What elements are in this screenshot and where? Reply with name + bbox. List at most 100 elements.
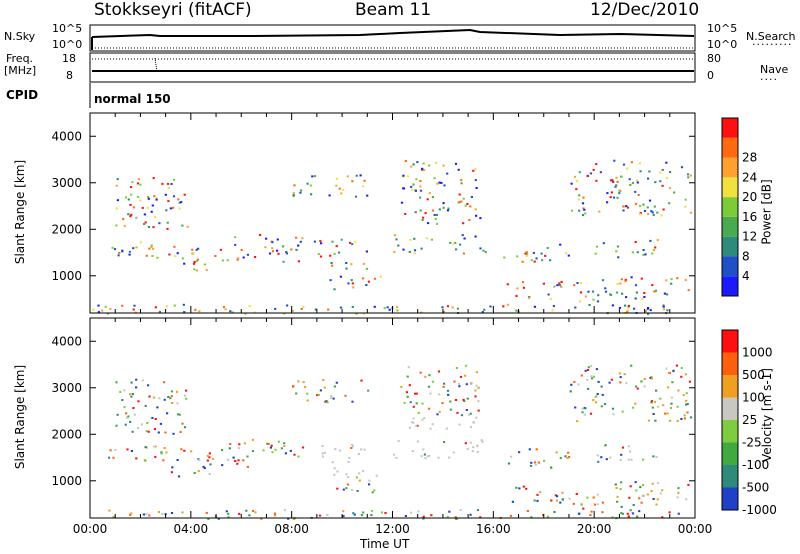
heatmap-cell: [675, 364, 678, 367]
heatmap-cell: [237, 257, 240, 260]
heatmap-cell: [238, 512, 241, 515]
heatmap-cell: [362, 511, 365, 514]
heatmap-cell: [447, 207, 450, 210]
nave-label: Nave: [760, 63, 789, 76]
heatmap-cell: [140, 423, 143, 426]
heatmap-cell: [144, 459, 147, 462]
heatmap-cell: [126, 448, 129, 451]
nsky-left-tick-top: 10^5: [52, 22, 83, 35]
heatmap-cell: [379, 275, 382, 278]
heatmap-cell: [117, 254, 120, 257]
heatmap-cell: [466, 203, 469, 205]
heatmap-cell: [597, 294, 600, 297]
heatmap-cell: [642, 249, 645, 251]
heatmap-cell: [685, 403, 688, 406]
heatmap-cell: [661, 184, 664, 187]
heatmap-cell: [511, 500, 514, 503]
heatmap-cell: [611, 516, 614, 519]
heatmap-cell: [456, 411, 459, 414]
heatmap-cell: [208, 473, 211, 475]
heatmap-cell: [115, 207, 118, 210]
heatmap-cell: [170, 183, 173, 185]
heatmap-cell: [435, 222, 439, 225]
heatmap-cell: [329, 254, 332, 257]
heatmap-cell: [509, 514, 512, 517]
heatmap-cell: [295, 236, 298, 239]
heatmap-cell: [166, 227, 169, 230]
heatmap-cell: [460, 414, 464, 417]
heatmap-cell: [248, 514, 251, 517]
heatmap-cell: [673, 191, 676, 194]
heatmap-cell: [355, 476, 358, 479]
heatmap-cell: [433, 214, 436, 216]
heatmap-cell: [556, 284, 559, 287]
heatmap-cell: [145, 430, 148, 433]
heatmap-cell: [605, 458, 608, 461]
heatmap-cell: [554, 494, 557, 497]
heatmap-cell: [420, 455, 423, 458]
heatmap-cell: [104, 305, 107, 308]
heatmap-cell: [481, 311, 484, 313]
heatmap-cell: [661, 168, 664, 171]
heatmap-cell: [543, 459, 546, 462]
heatmap-cell: [321, 445, 324, 447]
heatmap-cell: [475, 416, 478, 419]
colorbar-segment: [722, 236, 738, 257]
heatmap-cell: [455, 367, 458, 369]
nsearch-legend-line: ·········: [752, 38, 793, 51]
y-tick-label: 1000: [51, 269, 82, 283]
heatmap-cell: [615, 291, 619, 294]
heatmap-cell: [297, 244, 300, 247]
heatmap-cell: [577, 383, 580, 386]
heatmap-cell: [234, 243, 237, 246]
y-tick-label: 2000: [51, 427, 82, 441]
heatmap-cell: [456, 307, 459, 310]
heatmap-cell: [295, 392, 298, 395]
heatmap-cell: [171, 402, 174, 404]
heatmap-cell: [133, 413, 136, 416]
heatmap-cell: [622, 205, 625, 208]
heatmap-cell: [166, 412, 169, 415]
heatmap-cell: [474, 179, 477, 182]
heatmap-cell: [130, 395, 133, 398]
heatmap-cell: [135, 216, 138, 219]
heatmap-cell: [393, 453, 396, 456]
heatmap-cell: [640, 380, 643, 383]
heatmap-cell: [587, 387, 590, 390]
heatmap-cell: [413, 249, 417, 252]
heatmap-cell: [165, 209, 168, 212]
heatmap-cell: [265, 237, 268, 240]
heatmap-cell: [424, 212, 427, 215]
heatmap-cell: [552, 305, 555, 308]
colorbar-tick-label: -100: [742, 458, 769, 472]
heatmap-cell: [677, 512, 680, 515]
heatmap-cell: [465, 409, 468, 411]
heatmap-cell: [259, 234, 262, 236]
heatmap-cell: [422, 216, 425, 219]
heatmap-cell: [668, 202, 671, 205]
date-title: 12/Dec/2010: [590, 0, 700, 20]
heatmap-cell: [333, 252, 336, 255]
heatmap-cell: [463, 237, 466, 240]
heatmap-cell: [620, 512, 623, 515]
heatmap-cell: [319, 255, 323, 258]
heatmap-cell: [608, 381, 611, 384]
heatmap-cell: [345, 267, 348, 270]
heatmap-cell: [650, 401, 653, 404]
heatmap-cell: [503, 256, 506, 259]
heatmap-cell: [336, 487, 339, 490]
heatmap-cell: [152, 247, 155, 250]
heatmap-cell: [412, 183, 415, 186]
heatmap-cell: [460, 182, 463, 185]
heatmap-cell: [367, 389, 370, 392]
heatmap-cell: [167, 395, 170, 398]
heatmap-cell: [300, 308, 303, 310]
heatmap-cell: [516, 287, 519, 290]
beam-title: Beam 11: [355, 0, 432, 20]
heatmap-cell: [283, 442, 286, 445]
heatmap-cell: [534, 461, 537, 464]
heatmap-cell: [533, 499, 536, 502]
heatmap-cell: [347, 460, 350, 463]
heatmap-cell: [661, 516, 664, 519]
heatmap-cell: [625, 296, 628, 299]
